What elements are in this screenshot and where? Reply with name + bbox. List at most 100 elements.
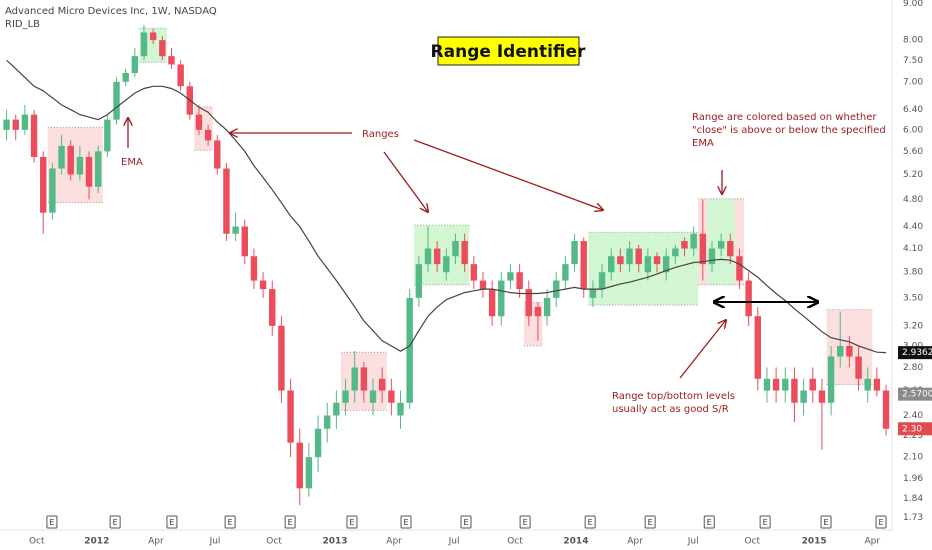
candle-body [662, 256, 670, 273]
y-tick-label: 8.00 [903, 36, 923, 46]
candle-body [351, 367, 358, 391]
candle-body [296, 442, 303, 489]
earnings-marker [703, 515, 715, 529]
candle-body [113, 81, 120, 120]
candle-body [21, 114, 29, 130]
levels-note: Range top/bottom levels [612, 391, 735, 402]
earnings-label: E [824, 518, 829, 527]
candle-body [369, 390, 377, 403]
candle-body [727, 241, 734, 257]
candle-body [672, 248, 679, 257]
candle-body [305, 457, 313, 489]
x-tick-label: Oct [29, 537, 45, 547]
y-tick-label: 5.20 [903, 170, 923, 180]
earnings-label: E [588, 518, 593, 527]
candle-body [745, 280, 752, 317]
y-tick-label: 2.80 [903, 363, 923, 373]
earnings-marker [46, 515, 58, 529]
candle-body [699, 233, 707, 265]
x-tick-label: Jul [209, 537, 221, 547]
candle-body [571, 241, 578, 265]
earnings-marker [584, 515, 596, 529]
y-tick-label: 2.10 [903, 453, 923, 463]
candle-body [149, 32, 157, 41]
candle-body [76, 156, 84, 175]
earnings-label: E [648, 518, 653, 527]
earnings-marker [346, 515, 358, 529]
earnings-marker [166, 515, 178, 529]
earnings-label: E [523, 518, 528, 527]
candle-body [85, 156, 93, 187]
coloring-note: Range are colored based on whether [692, 112, 877, 123]
candle-body [397, 402, 404, 416]
candle-body [131, 56, 139, 74]
candle-body [736, 256, 743, 281]
candle-body [470, 264, 478, 281]
earnings-label: E [169, 518, 174, 527]
y-tick-label: 6.00 [903, 125, 923, 135]
candle-body [525, 289, 532, 317]
candle-body [690, 233, 697, 249]
candle-body [388, 390, 395, 403]
candle-body [424, 248, 432, 265]
candle-body [626, 248, 633, 265]
candle-body [58, 145, 65, 169]
price-label-bg [898, 346, 932, 360]
candle-body [269, 289, 276, 326]
candle-body [827, 356, 835, 403]
overlay: Advanced Micro Devices Inc, 1W, NASDAQ R… [5, 6, 886, 415]
plot-area [3, 24, 890, 506]
candle-body [159, 40, 166, 57]
earnings-marker [519, 515, 531, 529]
candle-body [873, 378, 881, 391]
price-label-bg [898, 387, 932, 401]
x-tick-label: Apr [386, 537, 402, 547]
candle-body [809, 378, 816, 391]
candle-body [232, 226, 239, 234]
candle-body [543, 297, 551, 317]
earnings-marker [759, 515, 771, 529]
x-tick-label: Jul [687, 537, 699, 547]
candle-body [3, 119, 10, 130]
candle-body [122, 73, 129, 82]
earnings-label: E [763, 518, 768, 527]
x-tick-label: Apr [148, 537, 164, 547]
y-tick-label: 7.00 [903, 77, 923, 87]
candle-body [598, 272, 606, 290]
range-fill [734, 198, 745, 285]
candle-body [177, 64, 184, 87]
candle-body [67, 145, 74, 175]
earnings-label: E [49, 518, 54, 527]
candle-body [580, 241, 587, 290]
x-tick-label: Oct [266, 537, 282, 547]
y-tick-label: 5.60 [903, 147, 923, 157]
title-box [437, 36, 580, 66]
candle-body [324, 415, 331, 429]
candle-body [360, 367, 368, 391]
candle-body [562, 264, 569, 281]
x-tick-label: Oct [507, 537, 523, 547]
y-tick-label: 3.20 [903, 321, 923, 331]
candle-body [772, 378, 780, 391]
y-tick-label: 2.25 [903, 431, 923, 441]
candle-body [754, 316, 761, 379]
earnings-marker [224, 515, 236, 529]
candle-body [800, 390, 807, 403]
earnings-label: E [878, 518, 883, 527]
y-tick-label: 1.84 [903, 494, 923, 504]
coloring-note: "close" is above or below the specified [692, 125, 886, 136]
candle-body [763, 378, 771, 391]
earnings-label: E [113, 518, 118, 527]
x-tick-label: 2014 [563, 537, 588, 547]
x-tick-label: 2013 [322, 537, 347, 547]
y-tick-label: 1.96 [903, 474, 923, 484]
range-fill [670, 232, 680, 306]
chart-title: Range Identifier [431, 42, 586, 62]
candle-body [342, 390, 349, 403]
range-fill [148, 28, 158, 63]
earnings-label: E [288, 518, 293, 527]
y-tick-label: 9.00 [903, 0, 923, 9]
candle-body [241, 226, 248, 257]
x-tick-label: Jul [448, 537, 460, 547]
ranges-note: Ranges [362, 129, 399, 140]
